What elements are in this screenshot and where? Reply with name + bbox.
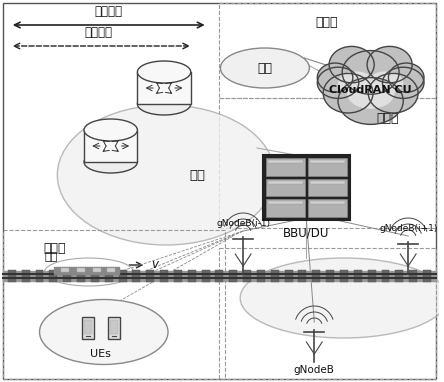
Bar (268, 160, 303, 163)
Bar (119, 270, 127, 282)
Ellipse shape (137, 61, 191, 83)
Ellipse shape (347, 78, 394, 109)
Bar (310, 201, 345, 204)
Bar (137, 72, 191, 104)
Bar (22, 270, 30, 282)
Text: 承载网: 承载网 (376, 112, 399, 125)
Bar (312, 270, 320, 282)
Ellipse shape (388, 63, 424, 92)
Text: 回程: 回程 (258, 62, 272, 74)
Ellipse shape (317, 63, 353, 92)
Bar (266, 158, 305, 176)
Bar (107, 268, 115, 272)
Bar (3, 230, 226, 379)
Bar (340, 270, 348, 282)
Bar (229, 270, 237, 282)
Bar (409, 270, 417, 282)
Ellipse shape (382, 67, 424, 99)
Bar (219, 3, 436, 98)
Bar (146, 270, 154, 282)
Text: 控制平面: 控制平面 (85, 26, 113, 39)
Bar (84, 130, 137, 162)
Bar (271, 270, 279, 282)
Bar (93, 268, 101, 272)
Bar (49, 270, 57, 282)
Ellipse shape (338, 71, 373, 94)
Bar (77, 270, 85, 282)
Bar (61, 268, 69, 272)
Bar (308, 158, 347, 176)
Text: UEs: UEs (91, 349, 111, 359)
Ellipse shape (137, 93, 191, 115)
Bar (285, 270, 293, 282)
Ellipse shape (342, 50, 399, 94)
Bar (310, 160, 345, 163)
Bar (63, 270, 71, 282)
Ellipse shape (368, 71, 403, 94)
Text: BBU/DU: BBU/DU (283, 226, 329, 239)
Bar (354, 270, 362, 282)
Bar (110, 320, 118, 334)
Bar (268, 201, 303, 204)
Text: 用户平面: 用户平面 (95, 5, 123, 18)
Bar (202, 270, 210, 282)
Ellipse shape (240, 258, 444, 338)
Ellipse shape (84, 151, 137, 173)
Bar (308, 199, 347, 217)
Bar (8, 270, 16, 282)
Bar (82, 317, 94, 339)
Bar (368, 270, 376, 282)
Bar (257, 270, 265, 282)
Text: 接入网: 接入网 (43, 242, 66, 255)
Bar (160, 270, 168, 282)
Bar (188, 270, 196, 282)
Bar (132, 270, 140, 282)
Bar (298, 270, 306, 282)
Ellipse shape (367, 46, 412, 83)
Bar (326, 270, 334, 282)
Text: CloudRAN CU: CloudRAN CU (329, 85, 412, 95)
Bar (395, 270, 403, 282)
Text: gNodeB: gNodeB (294, 365, 335, 375)
Ellipse shape (40, 299, 168, 364)
Ellipse shape (329, 46, 374, 83)
Bar (77, 268, 85, 272)
Ellipse shape (57, 105, 275, 245)
Ellipse shape (84, 119, 137, 141)
Bar (36, 270, 44, 282)
Bar (174, 270, 182, 282)
Bar (266, 199, 305, 217)
Ellipse shape (220, 48, 309, 88)
Bar (91, 270, 99, 282)
Text: 前程: 前程 (348, 270, 363, 283)
Bar (266, 179, 305, 196)
Bar (381, 270, 389, 282)
Text: 中程: 中程 (190, 168, 206, 181)
Ellipse shape (338, 78, 403, 125)
Bar (310, 181, 345, 184)
Bar (215, 270, 223, 282)
Bar (108, 317, 119, 339)
Bar (263, 155, 350, 220)
Ellipse shape (317, 67, 359, 99)
Bar (84, 320, 92, 334)
Text: 高铁: 高铁 (44, 252, 58, 262)
Bar (308, 179, 347, 196)
Bar (268, 181, 303, 184)
Bar (219, 98, 436, 228)
Text: gNodeB(i-1): gNodeB(i-1) (216, 219, 270, 228)
Text: gNodeB(i+1): gNodeB(i+1) (379, 224, 437, 233)
Bar (423, 270, 431, 282)
Text: 核心网: 核心网 (315, 16, 337, 29)
Text: v: v (151, 259, 158, 272)
Ellipse shape (323, 73, 373, 113)
Bar (105, 270, 113, 282)
Bar (219, 248, 436, 379)
Bar (243, 270, 251, 282)
Ellipse shape (368, 73, 418, 113)
